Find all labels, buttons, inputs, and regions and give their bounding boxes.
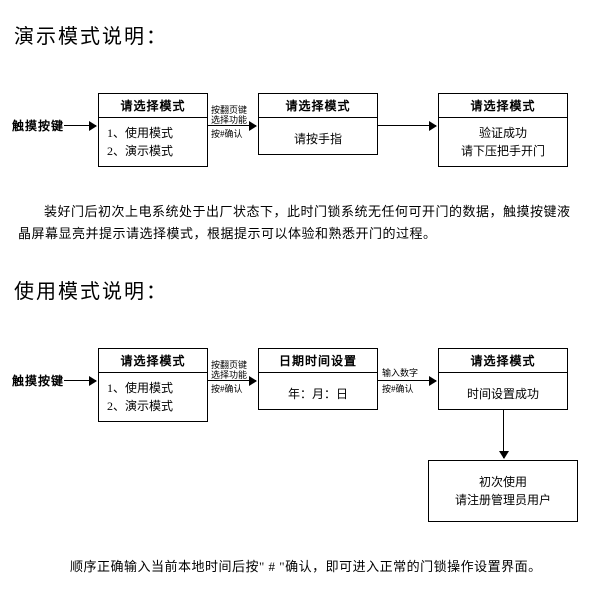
flow2-box2-body: 年：月：日 xyxy=(259,373,377,409)
flow2-edge2-l2: 按#确认 xyxy=(382,384,414,395)
flow1-box3-body: 验证成功 请下压把手开门 xyxy=(439,118,567,166)
flow1-box1: 请选择模式 1、使用模式 2、演示模式 xyxy=(98,93,208,167)
section1-paragraph: 装好门后初次上电系统处于出厂状态下，此时门锁系统无任何可开门的数据，触摸按键液晶… xyxy=(18,201,582,245)
flow2: 触摸按键 请选择模式 1、使用模式 2、演示模式 按翻页键 选择功能 按#确认 … xyxy=(12,344,588,534)
flow2-box4-body: 初次使用 请注册管理员用户 xyxy=(429,461,577,521)
flow1-box2-header: 请选择模式 xyxy=(259,94,377,118)
flow2-edge2-l1: 输入数字 xyxy=(382,368,418,379)
section2-paragraph: 顺序正确输入当前本地时间后按" # "确认，即可进入正常的门锁操作设置界面。 xyxy=(18,556,582,578)
flow1-edge1-l3: 按#确认 xyxy=(211,129,243,140)
flow2-box4: 初次使用 请注册管理员用户 xyxy=(428,460,578,522)
flow2-box3-header: 请选择模式 xyxy=(439,349,567,373)
flow2-edge1-l2: 选择功能 xyxy=(211,370,247,381)
flow1-box2-body: 请按手指 xyxy=(259,118,377,154)
flow2-edge1-l3: 按#确认 xyxy=(211,384,243,395)
section1-title: 演示模式说明： xyxy=(14,20,588,49)
flow1-start-label: 触摸按键 xyxy=(12,117,64,134)
flow1-box2: 请选择模式 请按手指 xyxy=(258,93,378,155)
flow2-arrow0 xyxy=(64,380,96,381)
flow2-box3: 请选择模式 时间设置成功 xyxy=(438,348,568,410)
flow1-box1-header: 请选择模式 xyxy=(99,94,207,118)
flow2-box2-header: 日期时间设置 xyxy=(259,349,377,373)
flow1-box3-header: 请选择模式 xyxy=(439,94,567,118)
flow1-box3: 请选择模式 验证成功 请下压把手开门 xyxy=(438,93,568,167)
section2-title: 使用模式说明： xyxy=(14,275,588,304)
flow2-arrow2 xyxy=(378,380,436,381)
flow2-box1: 请选择模式 1、使用模式 2、演示模式 xyxy=(98,348,208,422)
flow1-arrow2 xyxy=(378,125,436,126)
flow1-edge1-l2: 选择功能 xyxy=(211,115,247,126)
flow2-box1-body: 1、使用模式 2、演示模式 xyxy=(99,373,207,421)
flow2-start-label: 触摸按键 xyxy=(12,372,64,389)
flow1-arrow0 xyxy=(64,125,96,126)
flow2-box1-header: 请选择模式 xyxy=(99,349,207,373)
flow2-box2: 日期时间设置 年：月：日 xyxy=(258,348,378,410)
flow1-box1-body: 1、使用模式 2、演示模式 xyxy=(99,118,207,166)
flow2-arrow3 xyxy=(503,410,504,458)
flow1: 触摸按键 请选择模式 1、使用模式 2、演示模式 按翻页键 选择功能 按#确认 … xyxy=(12,89,588,179)
flow2-box3-body: 时间设置成功 xyxy=(439,373,567,409)
